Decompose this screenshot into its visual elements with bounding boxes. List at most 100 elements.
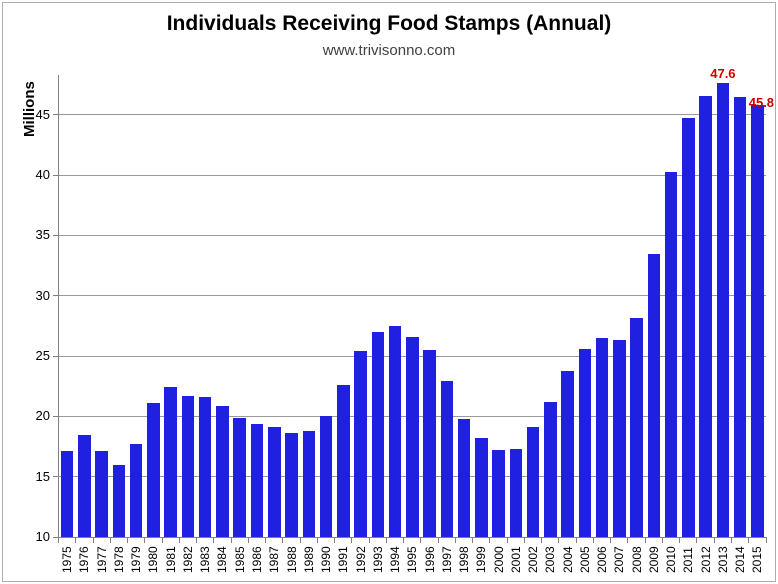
y-tick-40 — [53, 174, 58, 176]
gridline-40 — [58, 174, 766, 176]
x-tick-41 — [765, 537, 767, 543]
chart-subtitle: www.trivisonno.com — [322, 42, 456, 59]
x-tick-label-2012: 2012 — [698, 546, 713, 573]
y-tick-15 — [53, 476, 58, 478]
data-label-2013: 47.6 — [710, 66, 736, 82]
x-tick-28 — [541, 537, 543, 543]
bar-2000 — [492, 450, 505, 537]
bar-1998 — [457, 418, 471, 537]
bar-1988 — [285, 433, 298, 537]
y-tick-label-20: 20 — [35, 408, 50, 424]
x-tick-27 — [523, 537, 525, 543]
x-tick-label-1975: 1975 — [60, 546, 75, 573]
bar-2003 — [544, 401, 557, 537]
y-tick-30 — [53, 295, 58, 297]
x-tick-24 — [472, 537, 474, 543]
x-tick-label-1999: 1999 — [474, 546, 489, 573]
x-axis-line — [57, 537, 766, 538]
x-tick-label-1992: 1992 — [353, 546, 368, 573]
y-tick-label-30: 30 — [35, 287, 50, 303]
y-tick-10 — [53, 536, 58, 538]
bar-1983 — [198, 397, 212, 537]
x-tick-33 — [627, 537, 629, 543]
x-tick-label-2015: 2015 — [750, 546, 765, 573]
x-tick-label-2006: 2006 — [595, 546, 610, 573]
x-tick-label-2004: 2004 — [560, 546, 575, 573]
x-tick-label-2013: 2013 — [715, 546, 730, 573]
bar-1978 — [112, 464, 126, 537]
x-tick-label-2005: 2005 — [577, 546, 592, 573]
x-tick-17 — [351, 537, 353, 543]
bar-2004 — [561, 370, 574, 537]
x-tick-label-1977: 1977 — [94, 546, 109, 573]
x-tick-3 — [109, 537, 111, 543]
bar-2013 — [716, 83, 730, 537]
x-tick-label-2007: 2007 — [612, 546, 627, 573]
gridline-35 — [58, 234, 766, 236]
x-tick-label-2010: 2010 — [664, 546, 679, 573]
x-tick-35 — [661, 537, 663, 543]
x-tick-22 — [437, 537, 439, 543]
bar-1979 — [129, 444, 143, 537]
x-tick-25 — [489, 537, 491, 543]
x-tick-label-1981: 1981 — [163, 546, 178, 573]
gridline-45 — [58, 114, 766, 116]
bar-1989 — [302, 430, 315, 537]
x-tick-40 — [748, 537, 750, 543]
x-tick-23 — [454, 537, 456, 543]
x-tick-label-2009: 2009 — [646, 546, 661, 573]
x-tick-label-1979: 1979 — [129, 546, 144, 573]
bar-1990 — [319, 416, 333, 537]
x-tick-label-1995: 1995 — [405, 546, 420, 573]
x-tick-7 — [178, 537, 180, 543]
bar-1984 — [216, 405, 229, 537]
x-tick-label-1983: 1983 — [198, 546, 213, 573]
x-tick-label-2011: 2011 — [681, 547, 696, 573]
y-tick-25 — [53, 355, 58, 357]
x-tick-label-2014: 2014 — [733, 546, 748, 573]
bar-1995 — [406, 336, 419, 537]
x-tick-18 — [368, 537, 370, 543]
x-tick-11 — [247, 537, 249, 543]
x-tick-label-2000: 2000 — [491, 546, 506, 573]
bar-2012 — [699, 95, 712, 537]
x-tick-label-1993: 1993 — [370, 546, 385, 573]
bar-2002 — [526, 427, 540, 537]
bar-2014 — [733, 96, 747, 537]
y-tick-label-15: 15 — [35, 468, 50, 484]
x-tick-36 — [679, 537, 681, 543]
x-tick-label-1976: 1976 — [77, 546, 92, 573]
x-tick-14 — [299, 537, 301, 543]
x-tick-31 — [592, 537, 594, 543]
y-tick-label-35: 35 — [35, 227, 50, 243]
x-tick-0 — [58, 537, 59, 543]
x-tick-29 — [558, 537, 560, 543]
bar-1991 — [337, 385, 350, 537]
bar-1980 — [147, 403, 160, 537]
bar-2007 — [613, 340, 626, 537]
bar-2009 — [647, 253, 661, 537]
bar-1999 — [475, 438, 488, 537]
bar-1975 — [60, 451, 74, 537]
x-tick-label-2002: 2002 — [526, 546, 540, 573]
x-tick-label-2008: 2008 — [629, 546, 644, 573]
y-tick-45 — [53, 114, 58, 116]
y-tick-35 — [53, 234, 58, 236]
bar-1982 — [181, 395, 195, 537]
x-tick-label-1998: 1998 — [457, 546, 471, 573]
x-tick-label-1978: 1978 — [111, 546, 126, 573]
x-tick-label-1991: 1991 — [336, 546, 351, 573]
x-tick-10 — [230, 537, 232, 543]
y-tick-label-40: 40 — [35, 167, 50, 183]
x-tick-label-2001: 2001 — [508, 546, 523, 573]
x-tick-16 — [334, 537, 336, 543]
y-tick-20 — [53, 415, 58, 417]
x-tick-label-1986: 1986 — [249, 546, 264, 573]
bar-2011 — [682, 118, 695, 537]
x-tick-30 — [575, 537, 577, 543]
x-tick-label-2003: 2003 — [543, 546, 558, 573]
x-tick-label-1987: 1987 — [267, 546, 282, 573]
x-tick-21 — [420, 537, 422, 543]
x-tick-15 — [316, 537, 318, 543]
